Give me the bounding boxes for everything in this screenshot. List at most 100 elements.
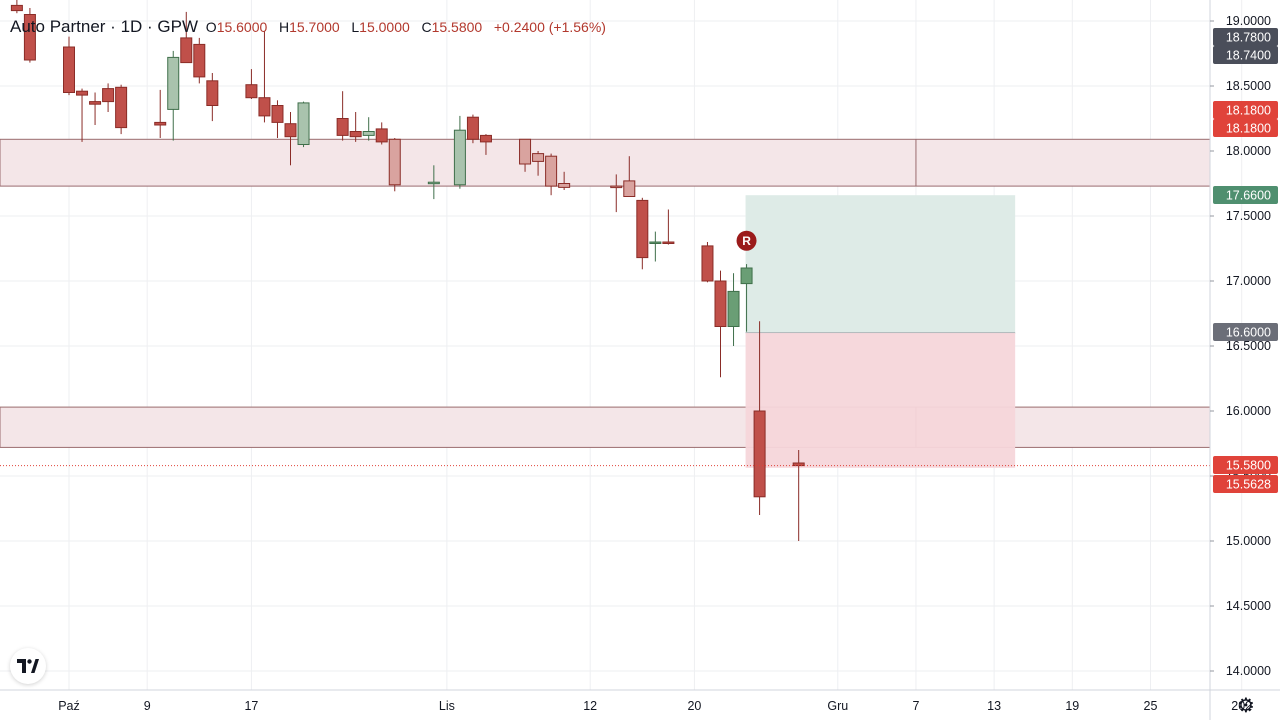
time-axis[interactable]: Paź 9 17 Lis 12 20 Gru 7 13 19 25 202 — [0, 689, 1280, 713]
price-badge-label: 18.1800 — [1226, 104, 1271, 118]
candle[interactable] — [245, 69, 258, 99]
candle[interactable] — [662, 209, 675, 245]
symbol-name[interactable]: Auto Partner — [10, 17, 106, 36]
time-tick-label: 13 — [987, 699, 1001, 713]
candle-body — [623, 180, 636, 197]
candle[interactable] — [388, 138, 401, 192]
candle[interactable] — [284, 112, 297, 166]
price-badge[interactable]: 15.5800 — [1213, 456, 1278, 474]
separator-dot: · — [105, 17, 121, 36]
price-tick-label: 16.5000 — [1226, 339, 1271, 353]
candle[interactable] — [636, 197, 649, 270]
candle-body — [245, 84, 258, 99]
candle[interactable] — [271, 100, 284, 138]
position-tool[interactable] — [745, 195, 1016, 468]
marker-layer[interactable]: R — [736, 230, 757, 251]
candle[interactable] — [753, 321, 766, 515]
interval-label[interactable]: 1D — [120, 17, 143, 36]
candle[interactable] — [623, 156, 636, 197]
candle[interactable] — [362, 117, 375, 141]
support-zone[interactable] — [0, 406, 1211, 448]
candle-body — [532, 153, 545, 162]
candle[interactable] — [610, 174, 623, 213]
candle[interactable] — [792, 450, 805, 541]
tradingview-logo-icon[interactable] — [10, 648, 46, 684]
long-target-area[interactable] — [745, 195, 1016, 333]
price-badge-label: 18.7400 — [1226, 49, 1271, 63]
time-tick-label: 12 — [583, 699, 597, 713]
candle-body — [180, 37, 193, 64]
candle[interactable] — [427, 165, 440, 200]
candle[interactable] — [180, 11, 193, 64]
candle-body — [375, 128, 388, 143]
candle[interactable] — [375, 122, 388, 145]
price-badge[interactable]: 17.6600 — [1213, 186, 1278, 204]
open-label: O — [205, 19, 217, 35]
time-tick-label: Paź — [58, 699, 80, 713]
candle[interactable] — [558, 171, 571, 190]
zones — [0, 138, 1211, 448]
candle-body — [76, 90, 89, 96]
price-badge[interactable]: 18.7400 — [1213, 46, 1278, 64]
candle[interactable] — [740, 264, 753, 332]
candle[interactable] — [714, 270, 727, 378]
candle[interactable] — [206, 73, 219, 122]
candle[interactable] — [167, 50, 180, 141]
long-stop-area[interactable] — [745, 333, 1016, 468]
candle[interactable] — [453, 115, 466, 189]
resistance-zone[interactable] — [0, 138, 1211, 187]
candle[interactable] — [466, 114, 479, 144]
price-axis[interactable]: 19.0000 18.5000 18.0000 17.5000 17.0000 16.50… — [1209, 0, 1278, 720]
price-tick-label: 14.5000 — [1226, 599, 1271, 613]
close-value: 15.5800 — [431, 19, 483, 35]
candle[interactable] — [727, 273, 740, 346]
candle-body — [154, 121, 167, 126]
candle[interactable] — [479, 134, 492, 155]
price-badge[interactable]: 18.1800 — [1213, 101, 1278, 119]
candle-body — [610, 185, 623, 189]
candle[interactable] — [154, 89, 167, 138]
gear-icon[interactable]: ⚙ — [1237, 693, 1255, 717]
candle-body — [714, 280, 727, 327]
candle[interactable] — [258, 31, 271, 123]
candle[interactable] — [519, 138, 532, 172]
candle[interactable] — [349, 112, 362, 142]
tradingview-logo-glyph — [17, 659, 39, 673]
candle-body — [453, 129, 466, 186]
candle[interactable] — [89, 92, 102, 126]
time-tick-label: 20 — [687, 699, 701, 713]
price-badge-bg — [1213, 101, 1278, 119]
candle[interactable] — [23, 8, 36, 63]
candle[interactable] — [115, 84, 128, 135]
price-badge[interactable]: 18.7800 — [1213, 28, 1278, 46]
candle-body — [388, 138, 401, 186]
price-tick-label: 17.0000 — [1226, 274, 1271, 288]
candle[interactable] — [63, 36, 75, 96]
candle-body — [427, 181, 440, 185]
candle-body — [753, 410, 766, 498]
candle[interactable] — [649, 231, 662, 262]
candle[interactable] — [297, 101, 310, 148]
price-badge[interactable]: 18.1800 — [1213, 119, 1278, 137]
candle[interactable] — [102, 83, 115, 112]
price-badge-label: 15.5628 — [1226, 478, 1271, 492]
time-tick-label: 7 — [912, 699, 919, 713]
low-label: L — [351, 19, 360, 35]
candles[interactable] — [10, 0, 805, 541]
candle-body — [167, 56, 180, 110]
candle[interactable] — [701, 242, 714, 283]
candle[interactable] — [545, 153, 558, 196]
price-badge[interactable]: 16.6000 — [1213, 323, 1278, 341]
r-marker[interactable]: R — [736, 230, 757, 251]
separator-dot: · — [142, 17, 158, 36]
candle[interactable] — [10, 0, 23, 14]
candle[interactable] — [193, 37, 206, 84]
candle[interactable] — [336, 91, 349, 141]
candle-body — [740, 267, 753, 285]
price-badge-bg — [1213, 28, 1278, 46]
candle[interactable] — [76, 88, 89, 142]
price-badge[interactable]: 15.5628 — [1213, 475, 1278, 493]
candle[interactable] — [532, 151, 545, 176]
